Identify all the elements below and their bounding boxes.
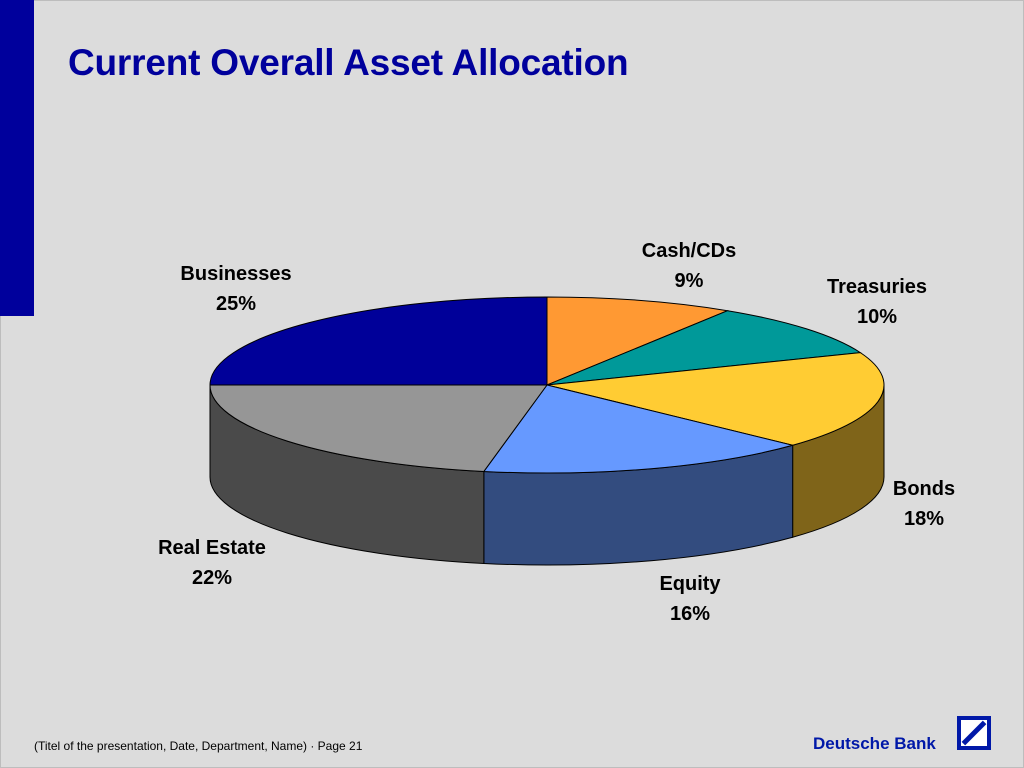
brand-name: Deutsche Bank [813,734,936,753]
slide-title: Current Overall Asset Allocation [68,42,629,83]
slice-label-value: 25% [215,293,257,315]
pie-slice-real-estate [209,384,548,472]
slice-label-bonds: Bonds 18% [893,474,955,534]
pie-slice-businesses [209,296,548,386]
slice-label-name: Real Estate [158,537,266,559]
pie-slice-treasuries [546,310,862,386]
slice-label-equity: Equity 16% [659,569,720,629]
slice-label-value: 16% [669,603,711,625]
slice-label-businesses: Businesses 25% [180,259,291,319]
footer-text: (Titel of the presentation, Date, Depart… [34,739,363,753]
slice-label-name: Equity [659,573,721,595]
slice-label-name: Bonds [892,478,956,500]
slice-label-real-estate: Real Estate 22% [158,533,266,593]
slice-label-cash-cds: Cash/CDs 9% [642,236,736,296]
pie-slice-equity [482,384,795,474]
logo-slash [961,720,987,746]
left-accent-bar [0,0,34,316]
slice-label-value: 22% [191,567,233,589]
pie-slice-cash-cds [546,296,730,386]
slice-label-name: Cash/CDs [641,240,737,262]
deutsche-bank-logo-icon [957,716,991,750]
slice-label-name: Businesses [180,263,292,285]
slice-label-treasuries: Treasuries 10% [827,272,927,332]
slice-label-value: 18% [903,508,945,530]
slice-label-value: 10% [856,306,898,328]
pie-slice-bonds [546,352,885,446]
slice-label-name: Treasuries [826,276,928,298]
slice-label-value: 9% [674,270,704,292]
